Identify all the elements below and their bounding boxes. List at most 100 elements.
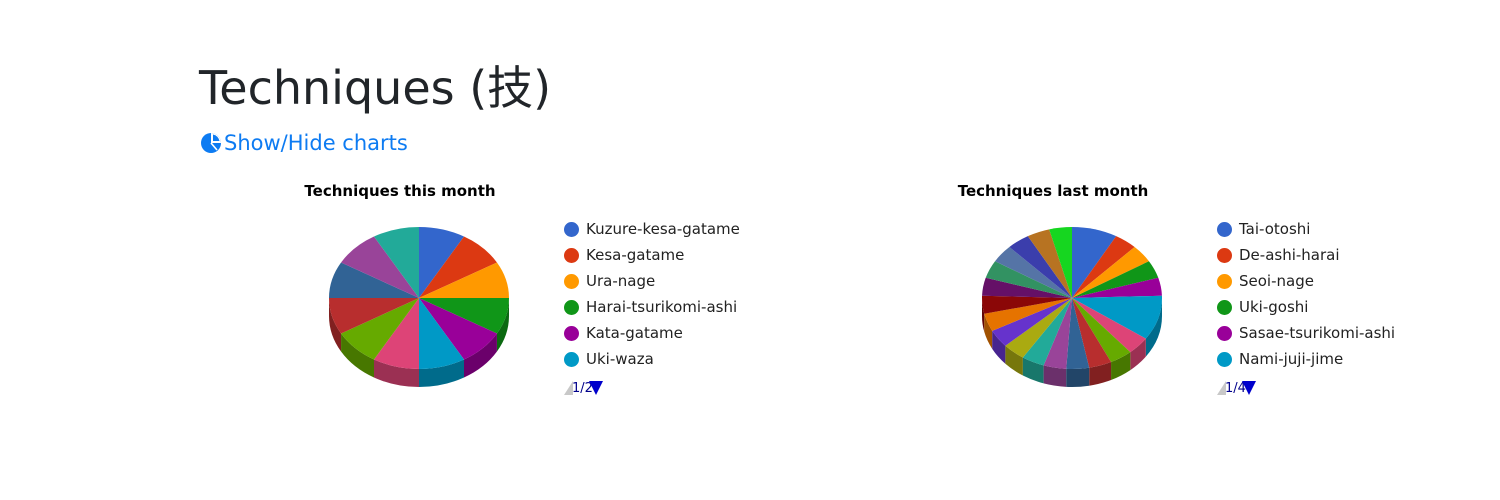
- legend-item[interactable]: Uki-waza: [564, 346, 740, 372]
- legend-swatch: [564, 247, 579, 263]
- chart-title: Techniques last month: [957, 182, 1149, 200]
- legend-swatch: [564, 325, 579, 341]
- pie-slice-side: [464, 333, 497, 378]
- pie-slice[interactable]: [1027, 229, 1072, 298]
- legend-label: De-ashi-harai: [1239, 246, 1340, 264]
- pie-slice-seoi-nage[interactable]: [1072, 246, 1149, 298]
- pie-slice-harai-tsurikomi-ashi[interactable]: [419, 298, 509, 334]
- legend-next-arrow[interactable]: [588, 381, 603, 395]
- legend-label: Tai-otoshi: [1239, 220, 1311, 238]
- legend-label: Kesa-gatame: [586, 246, 685, 264]
- pie-slice-side: [1145, 298, 1162, 357]
- pie-slice[interactable]: [982, 295, 1072, 314]
- show-hide-charts-link[interactable]: Show/Hide charts: [200, 130, 408, 156]
- pie-slice-side: [992, 330, 1006, 364]
- pie-slice[interactable]: [982, 277, 1072, 298]
- legend-page-indicator: 1/4: [1225, 380, 1246, 396]
- pie-chart: [982, 227, 1162, 387]
- legend-swatch: [1217, 299, 1232, 315]
- pie-slice-side: [982, 298, 985, 332]
- pie-slice[interactable]: [329, 298, 419, 334]
- pie-slice[interactable]: [1022, 298, 1072, 366]
- pie-slice[interactable]: [1066, 298, 1090, 369]
- legend-item[interactable]: Kesa-gatame: [564, 242, 740, 268]
- pie-slice[interactable]: [374, 298, 419, 369]
- legend-prev-arrow[interactable]: [564, 381, 573, 395]
- pie-slice-ura-nage[interactable]: [419, 262, 509, 299]
- pie-slice[interactable]: [984, 298, 1072, 331]
- legend-item[interactable]: Kuzure-kesa-gatame: [564, 216, 740, 242]
- legend-pager: 1/2: [564, 378, 603, 398]
- pie-slice[interactable]: [1072, 298, 1112, 368]
- legend-swatch: [564, 299, 579, 315]
- legend-label: Harai-tsurikomi-ashi: [586, 298, 738, 316]
- pie-slice-side: [496, 298, 509, 352]
- pie-slice[interactable]: [985, 261, 1072, 298]
- legend-item[interactable]: Kata-gatame: [564, 320, 740, 346]
- legend-item[interactable]: Tai-otoshi: [1217, 216, 1395, 242]
- pie-slice-side: [419, 359, 464, 387]
- pie-slice[interactable]: [995, 246, 1072, 298]
- legend-label: Uki-goshi: [1239, 298, 1309, 316]
- legend-prev-arrow[interactable]: [1217, 381, 1226, 395]
- pie-slice-side: [341, 333, 374, 378]
- legend-label: Seoi-nage: [1239, 272, 1314, 290]
- chart-last-month: Techniques last month Tai-otoshi De-ashi…: [923, 170, 1483, 420]
- pie-slice[interactable]: [1049, 227, 1072, 298]
- legend-swatch: [564, 221, 579, 237]
- pie-slice[interactable]: [1043, 298, 1072, 369]
- legend-swatch: [1217, 351, 1232, 367]
- pie-slice[interactable]: [992, 298, 1072, 346]
- pie-slice-de-ashi-harai[interactable]: [1072, 236, 1135, 298]
- pie-slice[interactable]: [1009, 236, 1072, 298]
- pie-slice-side: [1111, 352, 1131, 380]
- legend-item[interactable]: Sasae-tsurikomi-ashi: [1217, 320, 1395, 346]
- legend-label: Kuzure-kesa-gatame: [586, 220, 740, 238]
- pie-slice-side: [1005, 345, 1023, 376]
- pie-slice-uki-goshi[interactable]: [1072, 261, 1159, 298]
- pie-slice[interactable]: [329, 262, 419, 299]
- legend-next-arrow[interactable]: [1241, 381, 1256, 395]
- pie-slice-side: [329, 298, 342, 352]
- legend-item[interactable]: Ura-nage: [564, 268, 740, 294]
- legend-label: Uki-waza: [586, 350, 654, 368]
- legend-pager: 1/4: [1217, 378, 1256, 398]
- legend-item[interactable]: Uki-goshi: [1217, 294, 1395, 320]
- legend-swatch: [1217, 325, 1232, 341]
- legend-swatch: [1217, 273, 1232, 289]
- pie-slice[interactable]: [1072, 298, 1146, 353]
- legend-label: Nami-juji-jime: [1239, 350, 1344, 368]
- legend-item[interactable]: Seoi-nage: [1217, 268, 1395, 294]
- legend-item[interactable]: Harai-tsurikomi-ashi: [564, 294, 740, 320]
- chart-title: Techniques this month: [304, 182, 496, 200]
- page-title: Techniques (技): [199, 61, 552, 115]
- pie-slice[interactable]: [341, 298, 419, 360]
- legend-label: Sasae-tsurikomi-ashi: [1239, 324, 1396, 342]
- pie-slice[interactable]: [374, 227, 419, 298]
- pie-slice-kesa-gatame[interactable]: [419, 236, 497, 298]
- pie-slice[interactable]: [341, 236, 419, 298]
- chart-legend: Tai-otoshi De-ashi-harai Seoi-nage Uki-g…: [1217, 216, 1395, 372]
- pie-chart: [329, 227, 509, 387]
- legend-item[interactable]: Nami-juji-jime: [1217, 346, 1395, 372]
- pie-slice-side: [1022, 357, 1044, 384]
- pie-slice-side: [1066, 367, 1090, 387]
- legend-item[interactable]: De-ashi-harai: [1217, 242, 1395, 268]
- legend-swatch: [564, 351, 579, 367]
- pie-slice-kata-gatame[interactable]: [419, 298, 497, 360]
- pie-slice-uki-waza[interactable]: [419, 298, 464, 369]
- pie-slice-tai-otoshi[interactable]: [1072, 227, 1117, 298]
- pie-slice-side: [1130, 338, 1146, 371]
- legend-label: Kata-gatame: [586, 324, 683, 342]
- pie-slice[interactable]: [1005, 298, 1072, 358]
- legend-swatch: [1217, 247, 1232, 263]
- pie-slice-sasae-tsurikomi-ashi[interactable]: [1072, 277, 1162, 298]
- pie-slice-nami-juji-jime[interactable]: [1072, 295, 1162, 339]
- pie-slice-side: [1089, 361, 1112, 386]
- pie-slice-kuzure-kesa-gatame[interactable]: [419, 227, 464, 298]
- pie-slice-side: [374, 359, 419, 387]
- pie-slice[interactable]: [1072, 298, 1131, 362]
- legend-page-indicator: 1/2: [572, 380, 593, 396]
- legend-label: Ura-nage: [586, 272, 656, 290]
- show-hide-charts-label: Show/Hide charts: [224, 131, 408, 155]
